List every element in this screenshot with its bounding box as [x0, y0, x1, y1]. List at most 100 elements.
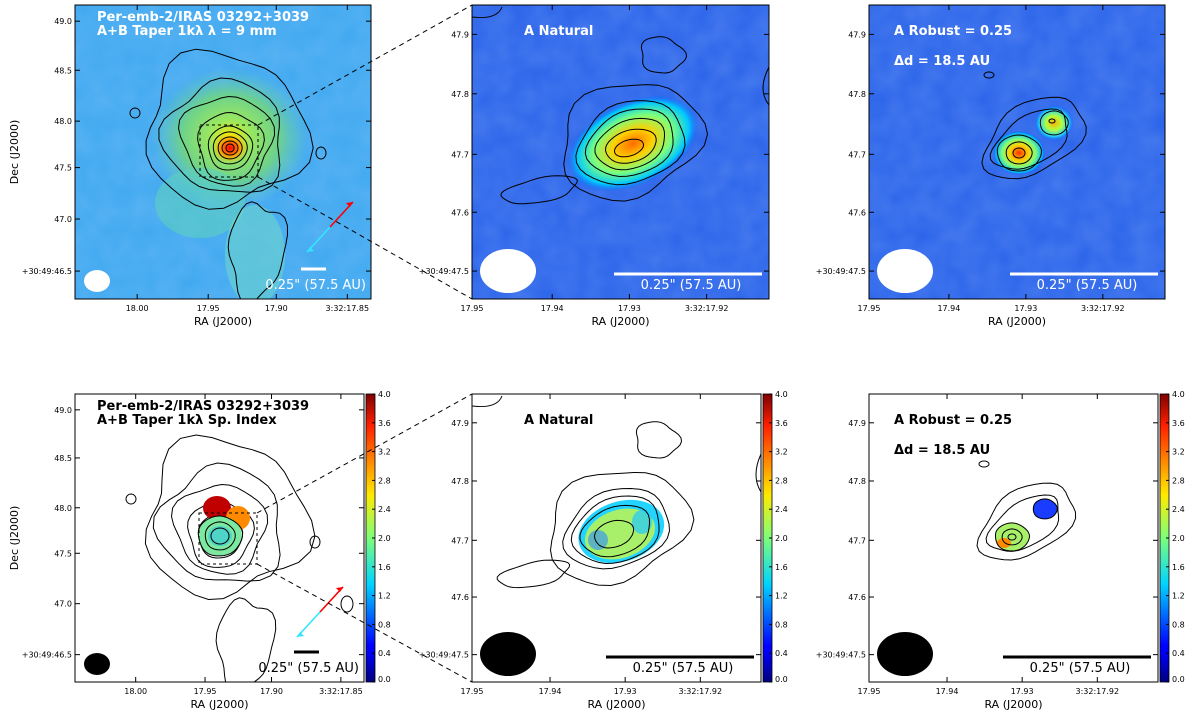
plot-frame	[868, 393, 1159, 683]
y-tick-label: 47.6	[848, 208, 866, 217]
contour-line	[500, 175, 578, 205]
colorbar-tick-label: 3.2	[775, 448, 788, 457]
x-axis-label: RA (J2000)	[190, 698, 248, 711]
y-tick-label: 47.7	[451, 150, 469, 159]
source-1-emission	[993, 131, 1045, 175]
redshifted-arrow-head	[336, 587, 343, 592]
colorbar-tick-label: 0.0	[775, 675, 788, 684]
chart-panel-1: 0.25" (57.5 AU) Per-emb-2/IRAS 03292+3039…	[8, 4, 372, 328]
emission-southern	[225, 205, 285, 299]
contour-line	[204, 521, 236, 551]
colorbar-tick-label: 1.6	[1172, 563, 1185, 572]
contour-line	[472, 6, 503, 18]
contour-line	[989, 108, 1068, 170]
sp-index-hot	[997, 538, 1011, 548]
colorbar-tick-label: 2.0	[775, 534, 788, 543]
contour-line	[177, 95, 276, 187]
y-tick-label: 47.5	[54, 164, 72, 173]
contour-line	[985, 494, 1060, 552]
colorbar-tick-label: 0.4	[378, 649, 391, 658]
contour-line	[145, 48, 314, 210]
plot-frame	[74, 4, 372, 300]
x-tick-label: 17.95	[461, 304, 484, 313]
zoom-connector-top	[256, 393, 473, 514]
colorbar-tick-label: 1.6	[378, 563, 391, 572]
x-tick-label: 17.90	[265, 304, 288, 313]
y-tick-label: 49.0	[54, 17, 72, 26]
contour-line	[978, 460, 990, 468]
x-tick-label: 3:32:17.92	[685, 304, 729, 313]
x-tick-label: 17.95	[858, 687, 881, 696]
emission-blob	[567, 95, 699, 192]
blueshifted-outflow-arrow	[306, 226, 331, 253]
contour-line	[315, 146, 327, 160]
panel-title-line: Δd = 18.5 AU	[894, 443, 990, 458]
contour-line	[472, 395, 503, 407]
colorbar-tick-label: 0.8	[775, 620, 788, 629]
x-tick-label: 17.95	[194, 687, 217, 696]
colorbar-tick-label: 0.4	[775, 649, 788, 658]
colorbar-tick-label: 3.2	[1172, 448, 1185, 457]
contour-line	[594, 519, 635, 549]
sp-index-center	[208, 526, 232, 546]
x-axis-label: RA (J2000)	[984, 698, 1042, 711]
y-tick-label: 49.0	[54, 406, 72, 415]
colorbar-tick-label: 2.0	[1172, 534, 1185, 543]
x-tick-label: 17.95	[197, 304, 220, 313]
scale-bar-label: 0.25" (57.5 AU)	[265, 278, 366, 293]
contour-line	[635, 421, 683, 459]
y-tick-label: 47.9	[848, 30, 866, 39]
contour-line	[197, 111, 265, 181]
contour-line	[144, 434, 316, 601]
contour-line	[1012, 147, 1026, 159]
y-tick-label: +30:49:47.5	[816, 267, 866, 276]
chart-panel-2: 0.25" (57.5 AU) A Natural 17.95 17.94 17.93 3…	[419, 4, 770, 328]
plot-frame	[74, 393, 365, 683]
y-tick-label: 47.8	[451, 90, 469, 99]
map-area	[75, 5, 371, 299]
contour-line	[158, 77, 281, 193]
colorbar-tick-label: 1.2	[775, 592, 788, 601]
scale-bar-label: 0.25" (57.5 AU)	[1030, 661, 1131, 676]
y-tick-label: +30:49:46.5	[22, 267, 72, 276]
beam-ellipse	[480, 632, 536, 676]
beam-ellipse	[877, 249, 933, 293]
x-tick-label: 17.90	[260, 687, 283, 696]
contour-line	[605, 128, 657, 164]
beam-ellipse	[480, 249, 536, 293]
y-tick-label: 47.0	[54, 215, 72, 224]
panel-title-line: Δd = 18.5 AU	[894, 54, 990, 69]
x-tick-label: 17.95	[858, 304, 881, 313]
map-area	[75, 394, 364, 682]
x-tick-label: 17.94	[937, 304, 960, 313]
contour-line	[575, 100, 686, 186]
colorbar-tick-label: 2.4	[1172, 505, 1185, 514]
y-tick-label: 47.8	[848, 477, 866, 486]
x-tick-label: 3:32:17.92	[1076, 687, 1120, 696]
colorbar-tick-label: 3.6	[1172, 419, 1185, 428]
x-tick-label: 17.93	[614, 687, 637, 696]
contour-line	[981, 96, 1087, 180]
contour-line	[1007, 533, 1017, 541]
contour-line	[1039, 110, 1069, 136]
panel-title-line: A Robust = 0.25	[894, 413, 1012, 428]
contour-line	[579, 504, 651, 558]
y-tick-label: 47.6	[848, 593, 866, 602]
zoom-connector-bottom	[256, 563, 473, 683]
x-tick-label: 3:32:17.85	[319, 687, 363, 696]
zoom-region-box	[199, 124, 259, 178]
contour-line	[996, 134, 1042, 172]
colorbar-tick-label: 4.0	[775, 390, 788, 399]
contour-line	[1005, 141, 1033, 165]
contour-line	[594, 117, 666, 171]
y-tick-label: +30:49:46.5	[22, 651, 72, 660]
beam-ellipse	[84, 270, 110, 292]
contour-line	[225, 143, 235, 153]
colorbar-tick-label: 2.0	[378, 534, 391, 543]
contour-line	[563, 84, 709, 202]
redshifted-arrow-head	[346, 202, 353, 207]
contour-line	[309, 535, 321, 549]
colorbar-tick-label: 2.8	[1172, 476, 1185, 485]
x-axis-label: RA (J2000)	[194, 315, 252, 328]
colorbar-tick-label: 2.4	[378, 505, 391, 514]
